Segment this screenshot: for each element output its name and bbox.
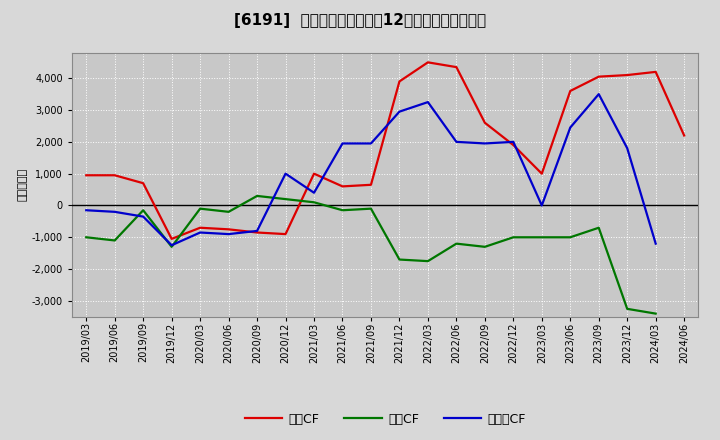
投資CF [566,235,575,240]
フリーCF [110,209,119,214]
フリーCF [652,241,660,246]
フリーCF [338,141,347,146]
営業CF [82,172,91,178]
Y-axis label: （百万円）: （百万円） [17,168,27,202]
投資CF [310,200,318,205]
投資CF [366,206,375,211]
投資CF [253,193,261,198]
Line: 営業CF: 営業CF [86,62,684,239]
投資CF [225,209,233,214]
営業CF [310,171,318,176]
投資CF [623,306,631,312]
営業CF [509,143,518,148]
フリーCF [452,139,461,144]
投資CF [282,197,290,202]
フリーCF [366,141,375,146]
営業CF [423,60,432,65]
フリーCF [282,171,290,176]
投資CF [480,244,489,249]
フリーCF [595,92,603,97]
投資CF [196,206,204,211]
投資CF [139,208,148,213]
フリーCF [196,230,204,235]
投資CF [338,208,347,213]
フリーCF [623,146,631,151]
営業CF [253,230,261,235]
フリーCF [167,242,176,248]
営業CF [680,133,688,138]
フリーCF [82,208,91,213]
フリーCF [225,231,233,237]
営業CF [595,74,603,79]
営業CF [282,231,290,237]
フリーCF [537,203,546,208]
フリーCF [310,190,318,195]
Line: フリーCF: フリーCF [86,94,656,245]
フリーCF [395,109,404,114]
営業CF [480,120,489,125]
投資CF [652,311,660,316]
営業CF [196,225,204,231]
フリーCF [423,99,432,105]
投資CF [423,258,432,264]
フリーCF [566,125,575,130]
営業CF [225,227,233,232]
フリーCF [480,141,489,146]
営業CF [652,69,660,74]
投資CF [110,238,119,243]
投資CF [167,244,176,249]
営業CF [537,171,546,176]
営業CF [338,184,347,189]
営業CF [566,88,575,94]
投資CF [537,235,546,240]
営業CF [167,236,176,242]
営業CF [452,65,461,70]
Text: [6191]  キャッシュフローの12か月移動合計の推移: [6191] キャッシュフローの12か月移動合計の推移 [234,13,486,28]
営業CF [395,79,404,84]
フリーCF [253,228,261,234]
営業CF [110,172,119,178]
フリーCF [139,214,148,219]
営業CF [623,73,631,78]
投資CF [452,241,461,246]
フリーCF [509,139,518,144]
投資CF [509,235,518,240]
投資CF [595,225,603,231]
Line: 投資CF: 投資CF [86,196,656,314]
営業CF [139,180,148,186]
投資CF [395,257,404,262]
Legend: 営業CF, 投資CF, フリーCF: 営業CF, 投資CF, フリーCF [240,407,531,430]
投資CF [82,235,91,240]
営業CF [366,182,375,187]
